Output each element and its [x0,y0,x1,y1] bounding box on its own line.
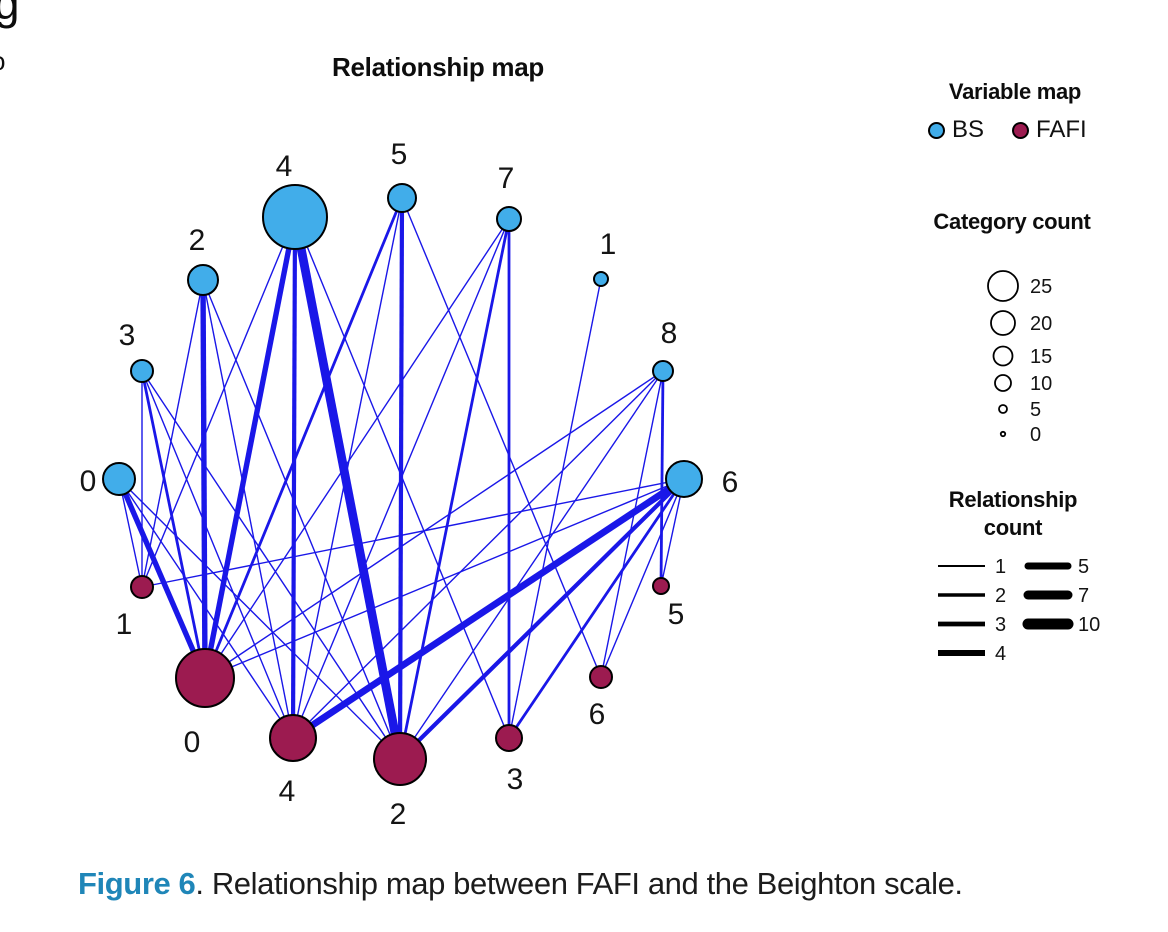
edge-bs5-f0 [203,197,404,679]
node-label-f1: 1 [116,608,133,641]
cutoff-letter-fragment: o [0,46,5,77]
relationship-count-label-10: 10 [1078,614,1100,636]
figure-number: Figure 6 [78,866,196,901]
node-f2 [373,732,427,786]
category-count-circle-25 [987,270,1019,302]
edge-bs8-f5 [659,370,665,587]
category-count-label-15: 15 [1030,346,1052,368]
category-count-label-5: 5 [1030,399,1041,421]
node-bs7 [496,206,522,232]
category-count-label-10: 10 [1030,373,1052,395]
edge-bs6-f0 [204,478,685,679]
edge-bs4-f2 [290,216,405,760]
relationship-count-label-4: 4 [995,643,1006,665]
edge-bs4-f4 [290,216,298,739]
relationship-count-label-2: 2 [995,585,1006,607]
variable-map-legend: BS FAFI [928,116,1087,144]
edge-bs6-f1 [141,478,685,588]
node-label-f2: 2 [390,798,407,831]
node-f4 [269,714,317,762]
bs-legend-label: BS [952,116,985,143]
node-bs5 [387,183,417,213]
figure-caption: Figure 6. Relationship map between FAFI … [78,866,1118,902]
node-f6 [589,665,613,689]
edge-bs2-f1 [141,279,204,588]
category-count-legend-title: Category count [933,209,1091,234]
node-label-bs7: 7 [498,162,515,195]
figure-caption-text: . Relationship map between FAFI and the … [195,866,963,901]
edge-bs0-f0 [116,477,208,680]
node-label-bs0: 0 [80,465,97,498]
variable-map-legend-title: Variable map [948,79,1082,104]
edge-bs0-f1 [118,478,143,588]
edge-bs7-f0 [204,218,510,679]
category-count-circle-20 [990,310,1016,336]
category-count-label-20: 20 [1030,313,1052,335]
node-label-f5: 5 [668,598,685,631]
node-label-bs6: 6 [722,466,739,499]
edge-bs8-f0 [204,370,664,679]
node-label-bs4: 4 [276,150,293,183]
chart-title: Relationship map [332,52,544,82]
edge-bs5-f2 [397,197,405,760]
edge-bs6-f4 [291,476,686,741]
edge-bs2-f4 [202,279,294,739]
cutoff-letter-fragment: g [0,0,20,29]
edge-bs3-f0 [140,370,207,679]
page-edge-text-fragment: g o [0,0,40,120]
node-bs2 [187,264,219,296]
edge-bs4-f0 [202,216,298,679]
node-label-bs1: 1 [600,228,617,261]
edge-bs7-f2 [398,218,511,760]
node-label-f4: 4 [279,775,296,808]
edge-bs8-f4 [292,370,664,739]
edge-bs6-f3 [507,478,686,739]
category-count-circle-10 [994,374,1012,392]
category-count-circle-15 [992,345,1014,367]
node-f0 [175,648,235,708]
category-count-circle-0 [999,430,1007,438]
node-label-f0: 0 [184,726,201,759]
category-count-circle-5 [998,404,1008,414]
node-bs8 [652,360,674,382]
relationship-network-svg: 4 5 7 1 2 3 8 0 6 1 0 4 2 3 6 5 [80,138,739,831]
node-bs0 [102,462,136,496]
node-f3 [495,724,523,752]
category-count-label-0: 0 [1030,424,1041,446]
edge-bs8-f6 [600,370,664,678]
edge-bs3-f4 [141,370,294,739]
edge-bs0-f2 [118,478,401,760]
edge-bs1-f3 [508,278,602,739]
fafi-legend-dot [1012,121,1030,139]
relationship-count-label-3: 3 [995,614,1006,636]
relationship-count-label-7: 7 [1078,585,1089,607]
node-f1 [130,575,154,599]
edge-bs4-f1 [141,216,296,588]
relationship-count-label-1: 1 [995,556,1006,578]
bs-legend-dot [928,121,945,139]
node-bs1 [593,271,609,287]
node-bs4 [262,184,328,250]
node-label-bs5: 5 [391,138,408,171]
edge-bs6-f6 [600,478,685,678]
node-label-f6: 6 [589,698,606,731]
node-label-bs8: 8 [661,317,678,350]
node-label-bs2: 2 [189,224,206,257]
edge-bs6-f2 [398,477,686,761]
edge-bs5-f6 [401,197,602,678]
category-count-label-25: 25 [1030,276,1052,298]
edge-bs2-f0 [200,279,208,679]
node-bs6 [665,460,703,498]
node-f5 [652,577,670,595]
node-label-f3: 3 [507,763,524,796]
legend-scales-svg: 25 20 15 10 5 0 1 2 3 4 5 7 10 [938,270,1100,665]
relationship-count-label-5: 5 [1078,556,1089,578]
relationship-count-legend-title: Relationship count [948,487,1078,540]
node-bs3 [130,359,154,383]
edge-bs8-f2 [399,370,664,760]
fafi-legend-label: FAFI [1036,116,1087,143]
node-label-bs3: 3 [119,319,136,352]
